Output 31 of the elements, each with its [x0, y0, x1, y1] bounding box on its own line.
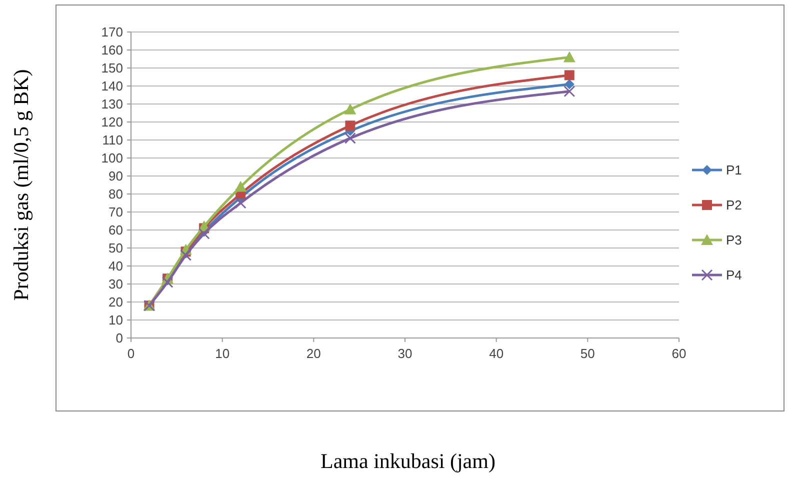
x-tick-label: 50: [580, 346, 595, 361]
y-tick-label: 60: [108, 222, 123, 238]
x-tick-label: 20: [306, 346, 321, 361]
y-tick-label: 30: [108, 276, 123, 292]
x-tick-label: 40: [489, 346, 504, 361]
y-tick-label: 0: [116, 330, 123, 346]
x-tick-label: 10: [215, 346, 230, 361]
y-tick-label: 130: [101, 96, 123, 112]
y-tick-label: 20: [108, 294, 123, 310]
x-axis-title: Lama inkubasi (jam): [320, 449, 496, 473]
x-tick-label: 30: [398, 346, 412, 361]
y-tick-label: 140: [101, 78, 123, 94]
y-tick-label: 50: [108, 240, 123, 256]
y-axis-title: Produksi gas (ml/0,5 g BK): [9, 69, 33, 301]
y-tick-label: 90: [108, 168, 123, 184]
legend-label: P4: [726, 268, 742, 283]
y-tick-label: 110: [102, 132, 123, 148]
y-tick-label: 70: [108, 204, 123, 220]
y-tick-label: 40: [108, 258, 123, 274]
legend-label: P3: [726, 232, 742, 248]
y-tick-label: 100: [101, 150, 123, 166]
x-tick-label: 60: [672, 346, 686, 361]
legend-label: P2: [726, 198, 742, 213]
y-tick-label: 120: [101, 114, 123, 130]
x-tick-label: 0: [127, 346, 135, 361]
y-tick-label: 170: [101, 24, 123, 40]
y-tick-label: 160: [101, 42, 123, 58]
y-tick-label: 10: [108, 312, 123, 328]
legend-label: P1: [726, 162, 742, 178]
y-tick-label: 80: [108, 186, 123, 202]
y-tick-label: 150: [101, 60, 123, 76]
